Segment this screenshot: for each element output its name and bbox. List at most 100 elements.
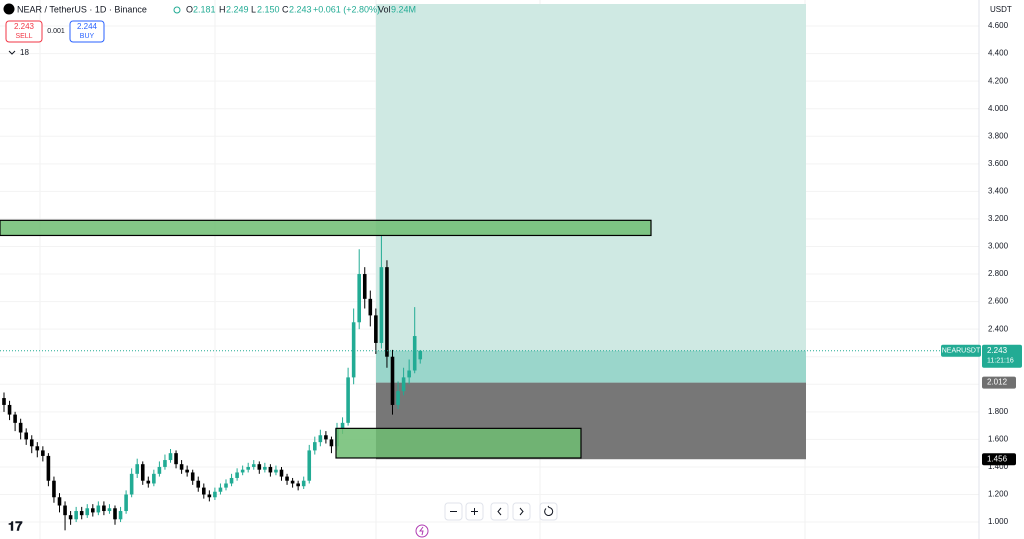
candle-body (102, 505, 106, 512)
candle-body (274, 469, 278, 473)
candle-body (52, 480, 56, 498)
axis-unit: USDT (990, 5, 1012, 14)
candle-body (401, 377, 406, 392)
candle-body (91, 508, 95, 513)
icon[interactable] (544, 505, 554, 516)
candle-body (390, 356, 395, 405)
change: +0.061 (+2.80%) (313, 4, 380, 14)
icon[interactable] (415, 524, 429, 538)
candle-body (213, 491, 217, 498)
candle-body (224, 483, 228, 488)
zoom-out[interactable] (444, 502, 463, 521)
h-label: H (219, 4, 226, 14)
vol-value: 9.24M (391, 4, 416, 14)
candle-body (85, 508, 90, 516)
y-tick-label: 2.400 (988, 324, 1009, 333)
icon[interactable] (497, 507, 502, 516)
candle-body (362, 274, 367, 299)
candle-body (35, 446, 40, 451)
indicators-toggle[interactable]: 18 (8, 48, 29, 57)
candle-body (168, 453, 173, 461)
candle-body (418, 350, 423, 360)
candle-body (374, 315, 378, 343)
candle-body (79, 511, 84, 516)
zones (0, 219, 979, 459)
replay[interactable] (415, 524, 429, 538)
candle-body (179, 464, 184, 470)
candle-body (68, 515, 73, 520)
buy-box[interactable] (69, 20, 105, 43)
candle-body (307, 450, 312, 481)
candle-body (251, 464, 256, 467)
candle-body (107, 508, 112, 512)
stop-tag (982, 453, 1016, 466)
y-tick-label: 3.200 (988, 214, 1009, 223)
candle-body (396, 391, 400, 405)
candle-body (57, 497, 62, 506)
button-bg[interactable] (512, 502, 531, 521)
drawings (0, 3, 979, 523)
candle-body (140, 464, 145, 481)
candle-body (379, 267, 384, 343)
stop-tag-text: 1.456 (987, 454, 1008, 463)
candle-body (285, 476, 289, 481)
icon[interactable] (519, 507, 524, 516)
price-tag-text: 2.243 (987, 346, 1008, 355)
open-pnl (376, 350, 806, 383)
c-label: C (282, 4, 289, 14)
price-axis: 1.0001.2001.4001.6001.8002.0002.2002.400… (941, 21, 1022, 526)
icon[interactable] (419, 526, 424, 536)
candle-body (301, 480, 306, 487)
button-bg[interactable] (539, 502, 558, 521)
icon[interactable] (471, 508, 478, 515)
candle-body (229, 477, 234, 484)
candle-body (18, 422, 23, 433)
candle-body (113, 508, 117, 520)
y-tick-label: 3.800 (988, 131, 1009, 140)
candle-body (196, 480, 201, 488)
o-label: O (186, 4, 193, 14)
sell-button[interactable]: 2.243 SELL (5, 20, 43, 43)
y-tick-label: 1.600 (988, 434, 1009, 443)
sell-price[interactable]: 2.243 (14, 22, 35, 31)
candle-body (324, 435, 328, 440)
price-tag (982, 344, 1022, 368)
buy-price[interactable]: 2.244 (77, 22, 98, 31)
candle-body (279, 469, 284, 477)
sell-label[interactable]: SELL (15, 33, 32, 40)
candle-body (313, 442, 317, 451)
c-value: 2.243 (289, 4, 312, 14)
candle-body (385, 267, 389, 357)
indicators-count[interactable]: 18 (20, 48, 29, 57)
sell-box[interactable] (5, 20, 43, 43)
chevron[interactable] (8, 50, 16, 55)
h-value: 2.249 (226, 4, 249, 14)
button-bg[interactable] (490, 502, 509, 521)
y-tick-label: 4.600 (988, 21, 1009, 30)
candle-body (368, 298, 373, 316)
reset[interactable] (539, 502, 558, 521)
candle-body (41, 450, 45, 456)
candle-body (185, 469, 189, 473)
l-value: 2.150 (257, 4, 280, 14)
candle-body (13, 414, 17, 423)
symbol-icon (3, 3, 15, 15)
candle-body (407, 370, 411, 378)
scroll-left[interactable] (490, 502, 509, 521)
scroll-right[interactable] (512, 502, 531, 521)
symbol-tag-text: NEARUSDT (942, 348, 981, 355)
candle-body (96, 505, 101, 513)
countdown: 11:21:16 (987, 358, 1014, 365)
buy-button[interactable]: 2.244 BUY (69, 20, 105, 43)
candles (2, 235, 423, 531)
nav-toolbar (415, 502, 558, 538)
candle-body (174, 453, 178, 465)
l-label: L (251, 4, 256, 14)
buy-label[interactable]: BUY (80, 33, 95, 40)
entry-tag-text: 2.012 (987, 378, 1008, 387)
candle-body (268, 466, 273, 473)
candle-body (190, 472, 195, 481)
candle-body (318, 435, 323, 443)
zoom-in[interactable] (465, 502, 484, 521)
y-tick-label: 2.800 (988, 269, 1009, 278)
